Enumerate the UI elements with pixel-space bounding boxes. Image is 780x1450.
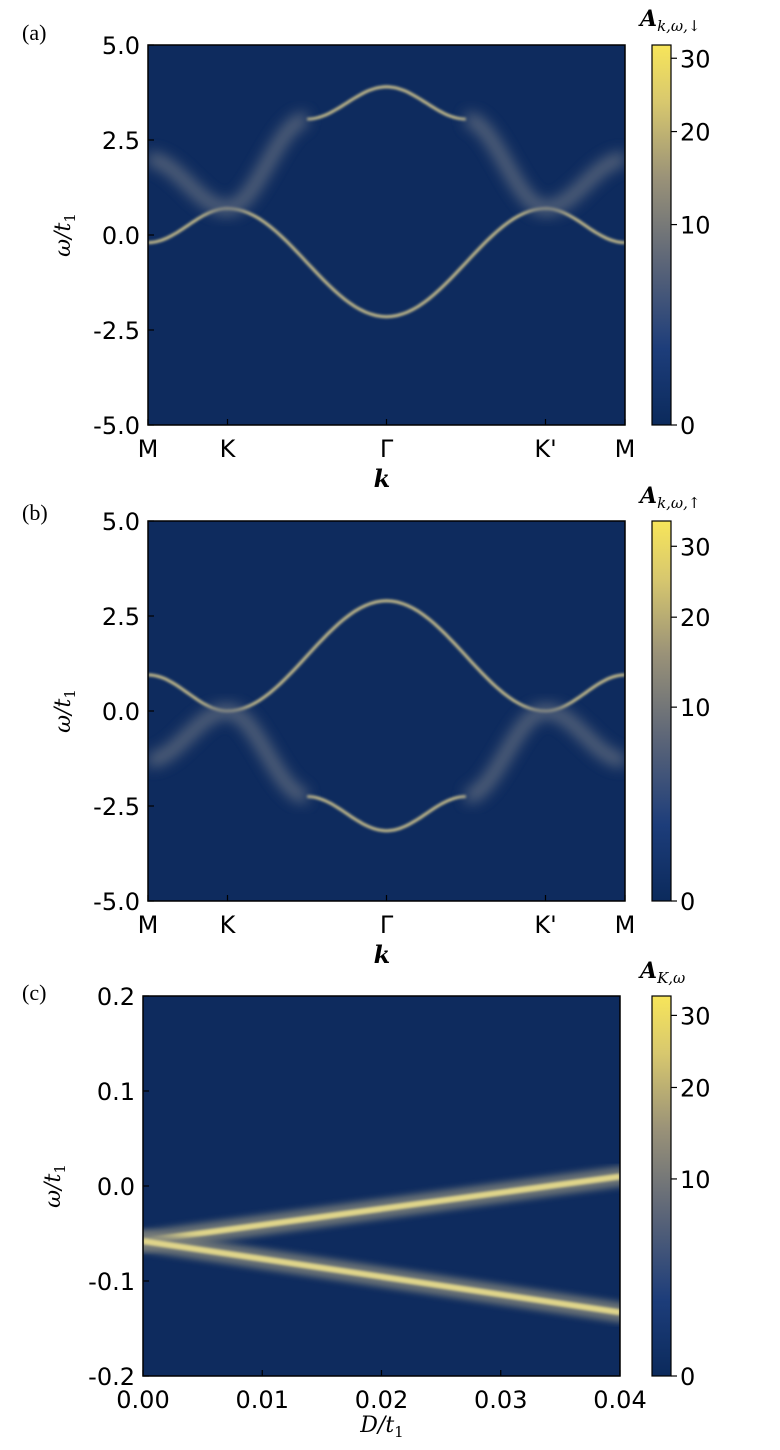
band-line [148,599,625,713]
panel-c: (c) 0.20.10.0-0.1-0.2 0.00 0.01 0.02 0.03 0.… [22,958,711,1441]
band-blurred [465,703,625,804]
x-tick-label: M [138,435,159,463]
y-tick-label: -5.0 [93,888,140,916]
panel-c-bands [143,1166,620,1323]
x-tick-label: 0.01 [236,1386,289,1414]
band-line [143,1238,620,1316]
x-tick-label: 0.00 [116,1386,169,1414]
panel-a-label: (a) [22,20,46,45]
y-tick-label: 0.0 [97,1173,135,1201]
panel-c-colorbar-ticks: 30 20 10 0 [671,1002,711,1391]
x-tick-label: K [220,435,237,463]
panel-a-xlabel: k [374,464,391,493]
y-tick-label: -0.1 [88,1268,135,1296]
panel-c-x-ticks: 0.00 0.01 0.02 0.03 0.04 [116,1370,647,1414]
colorbar-tick-label: 10 [680,212,711,240]
y-tick-label: -0.2 [88,1363,135,1391]
panel-a-x-ticks: M K Γ K' M [138,419,636,463]
x-tick-label: Γ [380,911,394,939]
panel-a-ylabel-main: ω/t [51,223,76,257]
panel-a-y-ticks: 5.0 2.5 0.0 -2.5 -5.0 [93,32,154,440]
band-line [148,206,625,319]
x-tick-label: 0.03 [474,1386,527,1414]
y-tick-label: -2.5 [93,317,140,345]
panel-c-colorbar-label-main: A [638,958,657,984]
colorbar-tick-label: 10 [680,1166,711,1194]
panel-a-colorbar-label: Ak,ω,↓ [638,6,701,35]
panel-b-ylabel-sub: 1 [61,689,79,699]
panel-c-y-ticks: 0.2 0.1 0.0 -0.1 -0.2 [88,983,149,1391]
band-line [143,1173,620,1245]
y-tick-label: 0.2 [97,983,135,1011]
y-tick-label: 0.0 [102,222,140,250]
panel-a-bands [148,85,625,319]
panel-c-ylabel-sub: 1 [51,1164,69,1174]
x-tick-label: M [138,911,159,939]
panel-b-x-ticks: M K Γ K' M [138,895,636,939]
panel-b-ylabel-main: ω/t [51,699,76,733]
colorbar-tick-label: 20 [680,1074,711,1102]
y-tick-label: -5.0 [93,412,140,440]
panel-b-y-ticks: 5.0 2.5 0.0 -2.5 -5.0 [93,508,154,916]
panel-a-colorbar-label-sub: k,ω,↓ [657,17,700,35]
band-line [306,85,467,121]
x-tick-label: K [220,911,237,939]
panel-c-label: (c) [22,980,46,1005]
colorbar-tick-label: 30 [680,533,711,561]
colorbar-tick-label: 20 [680,604,711,632]
colorbar-tick-label: 10 [680,694,711,722]
panel-b-colorbar [651,520,672,902]
y-tick-label: 0.1 [97,1078,135,1106]
panel-c-xlabel-main: D/t [359,1413,394,1438]
panel-b-bands [148,599,625,833]
band-blurred [465,112,625,216]
panel-a-ylabel: ω/t1 [51,213,79,257]
panel-b-colorbar-ticks: 30 20 10 0 [671,533,711,916]
band-line [306,795,467,833]
colorbar-tick-label: 30 [680,45,711,73]
panel-b-ylabel: ω/t1 [51,689,79,733]
panel-a-colorbar-ticks: 30 20 10 0 [671,45,711,440]
x-tick-label: M [615,911,636,939]
panel-a-plot-area [148,45,625,425]
panel-b-colorbar-label-main: A [638,483,657,509]
x-tick-label: M [615,435,636,463]
colorbar-tick-label: 30 [680,1002,711,1030]
x-tick-label: Γ [380,435,394,463]
band-blurred [148,703,308,804]
x-tick-label: K' [534,435,556,463]
y-tick-label: 2.5 [102,603,140,631]
y-tick-label: 2.5 [102,127,140,155]
panel-c-colorbar [651,995,672,1377]
panel-a-ylabel-sub: 1 [61,213,79,223]
colorbar-tick-label: 0 [680,888,695,916]
panel-a: (a) 5.0 2.5 0.0 -2.5 -5.0 M K Γ K' M k ω/t1 30 20… [22,6,711,493]
x-tick-label: 0.02 [355,1386,408,1414]
panel-c-colorbar-label-sub: K,ω [656,969,685,987]
panel-a-colorbar-label-main: A [638,6,657,32]
panel-c-colorbar-label: AK,ω [638,958,685,987]
colorbar-tick-label: 0 [680,412,695,440]
panel-b-xlabel: k [374,940,391,969]
panel-b-colorbar-label-sub: k,ω,↑ [657,494,700,512]
y-tick-label: -2.5 [93,793,140,821]
panel-c-ylabel-main: ω/t [41,1174,66,1208]
x-tick-label: K' [534,911,556,939]
panel-b: (b) 5.0 2.5 0.0 -2.5 -5.0 M K Γ K' M k ω/t1 30 20… [22,483,711,969]
panel-b-label: (b) [22,500,48,525]
x-tick-label: 0.04 [593,1386,646,1414]
y-tick-label: 5.0 [102,508,140,536]
y-tick-label: 0.0 [102,698,140,726]
y-tick-label: 5.0 [102,32,140,60]
panel-a-colorbar [651,44,672,426]
band-blurred [148,112,308,216]
panel-c-xlabel-sub: 1 [394,1423,404,1441]
panel-c-ylabel: ω/t1 [41,1164,69,1208]
panel-b-colorbar-label: Ak,ω,↑ [638,483,701,512]
colorbar-tick-label: 20 [680,119,711,147]
colorbar-tick-label: 0 [680,1363,695,1391]
panel-c-xlabel: D/t1 [359,1413,403,1441]
